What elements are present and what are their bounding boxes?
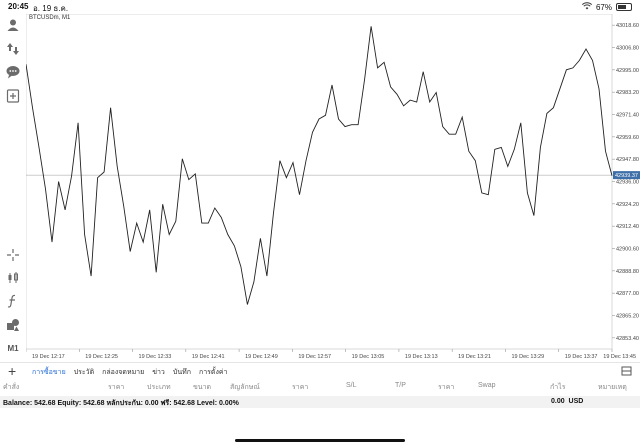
profit-currency: USD — [568, 398, 584, 405]
chart-type-icon[interactable] — [4, 269, 22, 287]
price-tick-label: 42888.80 — [616, 269, 639, 275]
time-tick-label: 19 Dec 12:49 — [245, 354, 278, 360]
time-tick-label: 19 Dec 12:57 — [298, 354, 331, 360]
col-comment: หมายเหตุ — [598, 384, 627, 391]
wifi-icon — [581, 2, 593, 12]
trade-arrows-icon[interactable] — [4, 40, 22, 58]
price-tick-label: 42924.20 — [616, 202, 639, 208]
time-tick-label: 19 Dec 13:29 — [511, 354, 544, 360]
bottom-tabbar: + การซื้อขาย ประวัติ กล่องจดหมาย ข่าว บั… — [0, 362, 640, 379]
new-order-icon[interactable] — [4, 87, 22, 105]
tab-mailbox[interactable]: กล่องจดหมาย — [102, 369, 145, 376]
col-size: ขนาด — [193, 384, 212, 391]
status-time: 20:45 — [8, 2, 29, 11]
col-tp: T/P — [395, 382, 406, 389]
time-tick-label: 19 Dec 12:41 — [192, 354, 225, 360]
chart-canvas[interactable]: 43018.60 43006.80 42995.00 42983.20 42971.40… — [25, 13, 640, 362]
col-price-open: ราคา — [108, 384, 125, 391]
price-tick-label: 42971.40 — [616, 113, 639, 119]
col-type: ประเภท — [147, 384, 171, 391]
home-indicator — [235, 439, 405, 442]
balance-summary: Balance: 542.68 Equity: 542.68 หลักประกั… — [3, 400, 239, 407]
price-tick-label: 42912.40 — [616, 224, 639, 230]
tab-history[interactable]: ประวัติ — [73, 369, 95, 376]
battery-percent: 67% — [595, 2, 612, 12]
current-price-tag: 42939.37 — [613, 171, 640, 180]
tab-news[interactable]: ข่าว — [152, 369, 165, 376]
balance-row: Balance: 542.68 Equity: 542.68 หลักประกั… — [0, 396, 640, 408]
terminal-tabs: การซื้อขาย ประวัติ กล่องจดหมาย ข่าว บันท… — [32, 367, 227, 378]
tab-trade[interactable]: การซื้อขาย — [32, 369, 66, 376]
time-tick-label: 19 Dec 13:13 — [405, 354, 438, 360]
tab-settings[interactable]: การตั้งค่า — [198, 369, 228, 376]
total-profit: 0.00 USD — [551, 398, 583, 405]
crosshair-icon[interactable] — [4, 246, 22, 264]
price-tick-label: 43006.80 — [616, 46, 639, 52]
time-tick-label: 19 Dec 13:37 — [565, 354, 598, 360]
layout-toggle-icon[interactable] — [621, 366, 632, 378]
time-tick-label: 19 Dec 13:21 — [458, 354, 491, 360]
total-profit-value: 0.00 — [551, 398, 565, 405]
objects-icon[interactable] — [4, 316, 22, 334]
status-date: อ. 19 ธ.ค. — [33, 4, 69, 13]
price-tick-label: 42936.00 — [616, 180, 639, 186]
chat-icon[interactable] — [4, 63, 22, 81]
price-series-line — [25, 26, 613, 305]
time-tick-label: 19 Dec 12:25 — [85, 354, 118, 360]
add-icon[interactable]: + — [8, 363, 17, 379]
tab-journal[interactable]: บันทึก — [172, 369, 191, 376]
orders-table-header: คำสั่ง ราคา ประเภท ขนาด สัญลักษณ์ ราคา S… — [0, 380, 640, 392]
price-tick-label: 42959.60 — [616, 135, 639, 141]
price-chart[interactable]: 43018.60 43006.80 42995.00 42983.20 42971.40… — [25, 13, 640, 362]
price-tick-label: 42983.20 — [616, 90, 639, 96]
price-tick-label: 42865.20 — [616, 314, 639, 320]
price-tick-label: 42877.00 — [616, 291, 639, 297]
price-axis: 43018.60 43006.80 42995.00 42983.20 42971.40… — [612, 23, 639, 342]
left-toolbar: M1 — [0, 14, 26, 374]
col-profit: กำไร — [550, 384, 566, 391]
col-price: ราคา — [292, 384, 309, 391]
plot-area — [25, 13, 613, 350]
current-price-label: 42939.37 — [615, 173, 638, 179]
time-tick-label: 19 Dec 13:05 — [352, 354, 385, 360]
col-sl: S/L — [346, 382, 357, 389]
time-tick-label: 19 Dec 12:17 — [32, 354, 65, 360]
col-symbol: สัญลักษณ์ — [230, 384, 260, 391]
price-tick-label: 42995.00 — [616, 68, 639, 74]
chart-symbol-label: BTCUSDm, M1 — [29, 15, 71, 21]
time-tick-label: 19 Dec 13:45 — [603, 354, 636, 360]
time-axis: 19 Dec 12:17 19 Dec 12:25 19 Dec 12:33 19 D… — [25, 349, 636, 360]
time-tick-label: 19 Dec 12:33 — [139, 354, 172, 360]
status-right: 67% — [581, 2, 632, 12]
price-tick-label: 42900.60 — [616, 247, 639, 253]
battery-icon — [616, 3, 632, 11]
price-tick-label: 42853.40 — [616, 336, 639, 342]
col-price-current: ราคา — [438, 384, 455, 391]
col-swap: Swap — [478, 382, 496, 389]
price-tick-label: 42947.80 — [616, 157, 639, 163]
indicators-icon[interactable] — [4, 292, 22, 310]
col-order: คำสั่ง — [3, 384, 20, 391]
account-icon[interactable] — [4, 16, 22, 34]
status-bar: 20:45 อ. 19 ธ.ค. 67% — [0, 0, 640, 14]
timeframe-button[interactable]: M1 — [7, 343, 19, 353]
price-tick-label: 43018.60 — [616, 23, 639, 29]
